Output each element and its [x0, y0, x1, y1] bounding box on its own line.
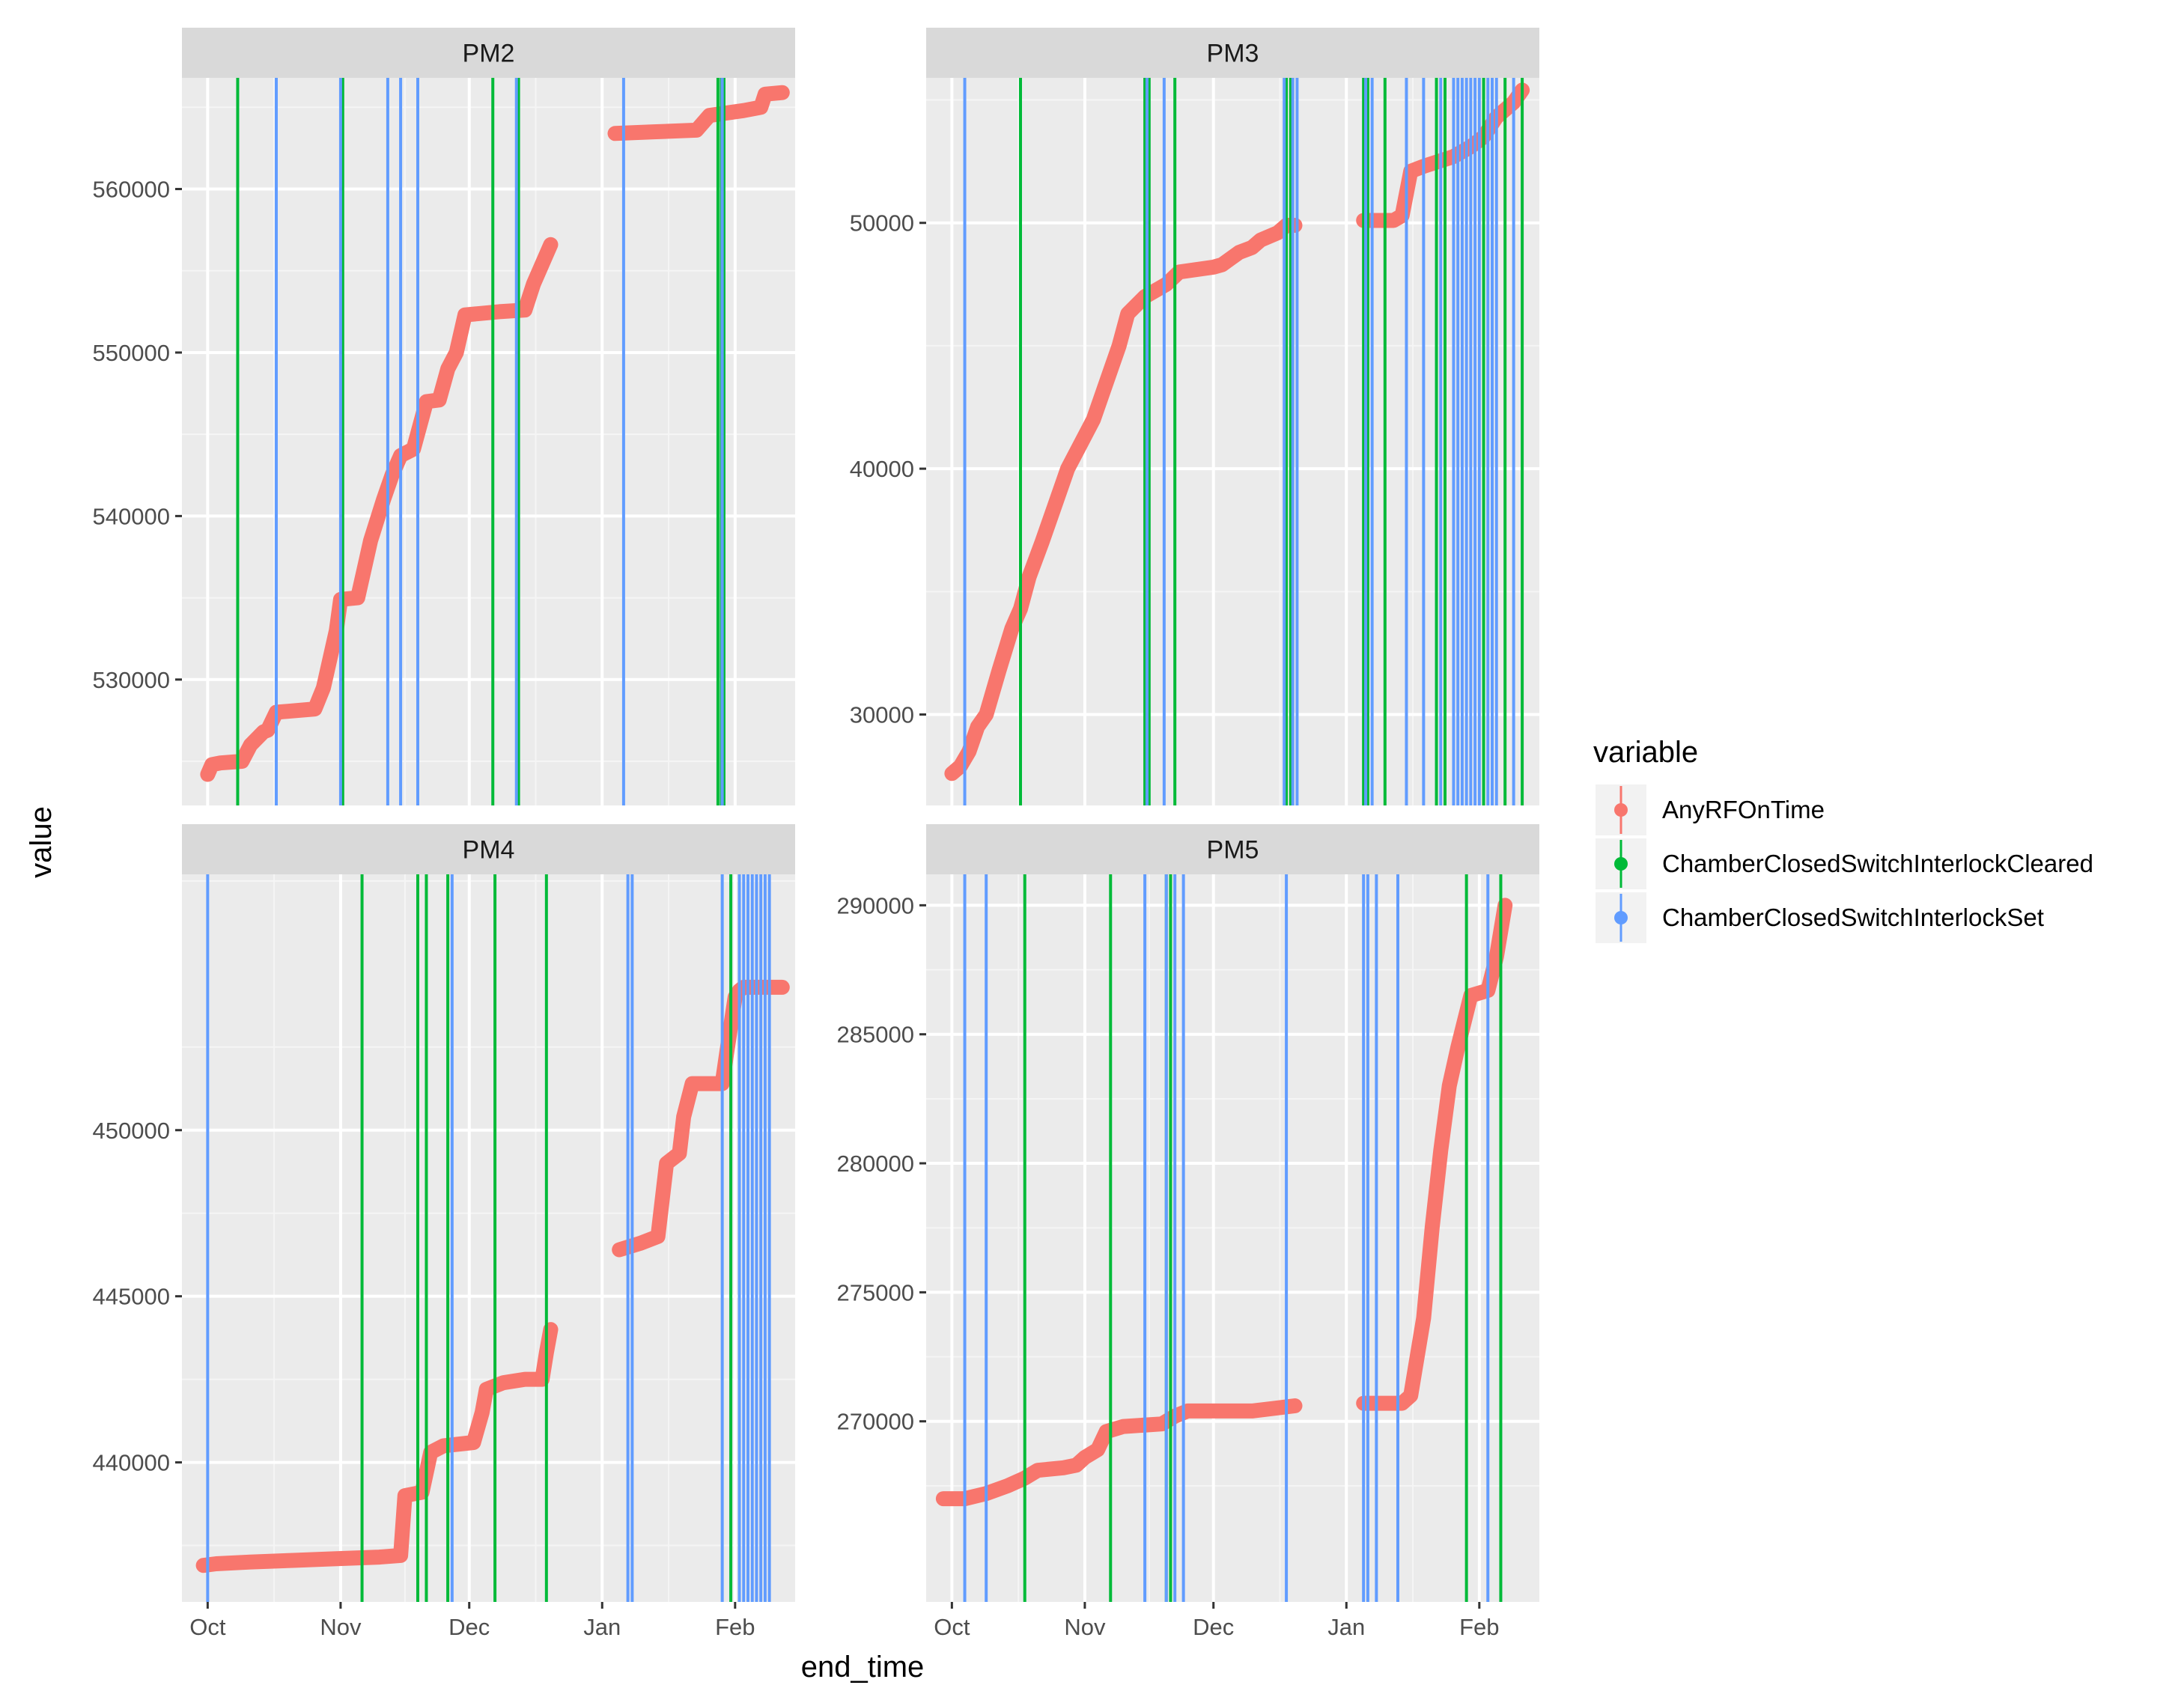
x-tick-label: Oct	[934, 1614, 970, 1640]
panel-strip	[182, 824, 795, 874]
panel-pm5: PM5 270000 275000 280000 285000 290000 Oct Nov D…	[837, 824, 1539, 1640]
y-tick-label: 550000	[93, 340, 170, 366]
y-tick-label: 445000	[93, 1284, 170, 1310]
x-axis-title: end_time	[801, 1651, 925, 1684]
legend-item-label: ChamberClosedSwitchInterlockSet	[1662, 904, 2044, 931]
panel-strip-label: PM4	[463, 836, 515, 865]
y-tick-label: 280000	[837, 1151, 914, 1177]
legend-key-dot	[1614, 803, 1628, 817]
legend-item-label: ChamberClosedSwitchInterlockCleared	[1662, 850, 2093, 877]
x-tick-label: Jan	[1327, 1614, 1365, 1640]
series-anyrfontime	[607, 85, 790, 141]
panel-strip-label: PM3	[1207, 40, 1259, 68]
y-tick-label: 50000	[850, 210, 914, 237]
x-tick-label: Dec	[1193, 1614, 1234, 1640]
x-tick-label: Dec	[448, 1614, 490, 1640]
y-tick-label: 270000	[837, 1409, 914, 1435]
series-anyrfontime	[935, 1398, 1303, 1507]
y-tick-label: 450000	[93, 1118, 170, 1144]
x-tick-label: Nov	[1064, 1614, 1106, 1640]
x-tick-label: Feb	[1459, 1614, 1499, 1640]
legend-item-2: ChamberClosedSwitchInterlockCleared	[1596, 838, 2093, 889]
panel-strip-label: PM2	[463, 40, 515, 68]
panel-strip	[182, 28, 795, 78]
x-tick-label: Oct	[189, 1614, 226, 1640]
panel-strip	[926, 824, 1539, 874]
panel-strip	[926, 28, 1539, 78]
y-tick-label: 530000	[93, 667, 170, 693]
y-tick-label: 560000	[93, 177, 170, 203]
y-tick-label: 440000	[93, 1450, 170, 1476]
y-tick-label: 290000	[837, 892, 914, 918]
legend-item-1: AnyRFOnTime	[1596, 784, 1825, 835]
legend-key-dot	[1614, 911, 1628, 924]
y-tick-label: 30000	[850, 702, 914, 728]
x-tick-label: Nov	[320, 1614, 362, 1640]
legend: variable AnyRFOnTime ChamberClosedSwitchI…	[1593, 736, 2093, 943]
series-anyrfontime	[944, 218, 1303, 782]
legend-item-3: ChamberClosedSwitchInterlockSet	[1596, 892, 2044, 943]
series-anyrfontime	[200, 237, 559, 782]
series-anyrfontime	[195, 1322, 559, 1573]
panel-pm3: PM3 30000 40000 50000	[850, 28, 1539, 805]
y-tick-label: 285000	[837, 1022, 914, 1048]
plot-background	[182, 78, 795, 805]
y-axis-title: value	[25, 806, 58, 878]
panel-pm2: PM2 530000 540000 550000 560000	[93, 28, 795, 805]
y-tick-label: 275000	[837, 1279, 914, 1305]
legend-key-dot	[1614, 857, 1628, 871]
x-tick-label: Jan	[583, 1614, 621, 1640]
plot-background	[182, 874, 795, 1602]
legend-item-label: AnyRFOnTime	[1662, 796, 1825, 823]
y-tick-label: 40000	[850, 456, 914, 482]
y-tick-label: 540000	[93, 503, 170, 529]
panel-strip-label: PM5	[1207, 836, 1259, 865]
panel-pm4: PM4 440000 445000 450000 Oct Nov Dec Jan Feb	[93, 824, 795, 1640]
legend-title: variable	[1593, 736, 1698, 769]
x-tick-label: Feb	[715, 1614, 755, 1640]
